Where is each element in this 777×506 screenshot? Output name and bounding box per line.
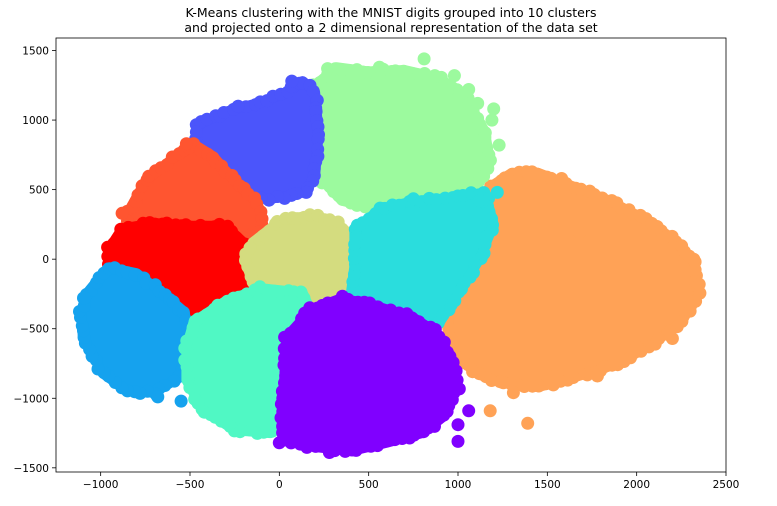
x-axis: −1000 −500 0 500 1000 1500 2000 2500 xyxy=(83,472,739,491)
x-tick-label: 1500 xyxy=(534,479,561,491)
x-tick-label: −1000 xyxy=(83,479,119,491)
x-tick-label: 2000 xyxy=(623,479,650,491)
data-point xyxy=(197,405,211,419)
y-tick-label: 1000 xyxy=(22,115,49,127)
data-point xyxy=(101,249,115,263)
data-point xyxy=(485,113,499,127)
data-point xyxy=(341,292,355,306)
data-point xyxy=(665,332,679,345)
data-point xyxy=(573,226,586,240)
data-point xyxy=(462,404,476,418)
chart-title-line-1: K-Means clustering with the MNIST digits… xyxy=(185,5,596,20)
data-point xyxy=(297,291,311,305)
data-point xyxy=(451,418,465,432)
data-point xyxy=(231,99,245,113)
data-point xyxy=(299,185,313,199)
chart-title: K-Means clustering with the MNIST digits… xyxy=(184,5,597,35)
data-point xyxy=(174,394,188,408)
data-point xyxy=(278,351,292,365)
data-point xyxy=(521,166,535,180)
x-tick-label: 0 xyxy=(276,479,283,491)
data-point xyxy=(590,369,604,383)
data-point xyxy=(233,425,247,439)
data-point xyxy=(78,291,92,305)
data-point xyxy=(321,296,335,310)
data-point xyxy=(555,172,569,185)
data-point xyxy=(447,69,461,83)
data-point xyxy=(243,241,257,255)
data-point xyxy=(428,69,442,83)
data-point xyxy=(471,96,485,110)
points-layer xyxy=(73,52,707,459)
data-point xyxy=(188,392,202,406)
data-point xyxy=(612,236,626,249)
data-point xyxy=(492,138,506,152)
y-tick-label: −500 xyxy=(20,324,49,336)
data-point xyxy=(244,270,258,283)
data-point xyxy=(338,444,352,458)
data-point xyxy=(285,74,299,88)
data-point xyxy=(521,416,535,430)
data-point xyxy=(388,433,402,447)
data-point xyxy=(280,339,294,352)
y-tick-label: −1500 xyxy=(13,463,49,475)
data-point xyxy=(437,335,451,349)
data-point xyxy=(392,198,406,212)
data-point xyxy=(321,62,335,76)
cluster-9 xyxy=(272,289,476,459)
data-point xyxy=(630,340,644,354)
data-point xyxy=(229,231,243,245)
data-point xyxy=(272,436,286,450)
y-axis: −1500 −1000 −500 0 500 1000 1500 xyxy=(13,46,56,475)
data-point xyxy=(311,132,325,146)
chart-title-line-2: and projected onto a 2 dimensional repre… xyxy=(184,20,597,35)
data-point xyxy=(692,277,706,291)
y-tick-label: 0 xyxy=(42,254,49,266)
data-point xyxy=(506,386,520,400)
data-point xyxy=(179,137,193,151)
data-point xyxy=(548,369,561,383)
data-point xyxy=(189,125,203,139)
y-tick-label: 1500 xyxy=(22,46,49,58)
x-tick-label: 1000 xyxy=(445,479,472,491)
x-tick-label: 2500 xyxy=(713,479,740,491)
y-tick-label: −1000 xyxy=(13,393,49,405)
data-point xyxy=(372,60,386,74)
data-point xyxy=(462,83,476,96)
data-point xyxy=(544,171,558,185)
cluster-7 xyxy=(73,261,197,408)
data-point xyxy=(472,194,486,208)
y-tick-label: 500 xyxy=(29,185,49,197)
data-point xyxy=(186,321,200,335)
data-point xyxy=(490,185,504,199)
data-point xyxy=(349,230,363,244)
data-point xyxy=(674,259,688,273)
data-point xyxy=(530,167,544,181)
data-point xyxy=(657,231,670,245)
data-point xyxy=(151,390,165,404)
data-point xyxy=(451,434,465,448)
x-tick-label: 500 xyxy=(359,479,379,491)
data-point xyxy=(478,130,492,144)
data-point xyxy=(322,446,336,459)
data-point xyxy=(487,102,501,116)
data-point xyxy=(115,206,129,220)
data-point xyxy=(348,267,361,281)
x-tick-label: −500 xyxy=(176,479,205,491)
data-point xyxy=(483,404,497,418)
axes-frame xyxy=(55,37,727,473)
data-point xyxy=(358,434,372,448)
data-point xyxy=(417,52,431,66)
data-point xyxy=(598,217,611,231)
data-point xyxy=(687,252,701,266)
